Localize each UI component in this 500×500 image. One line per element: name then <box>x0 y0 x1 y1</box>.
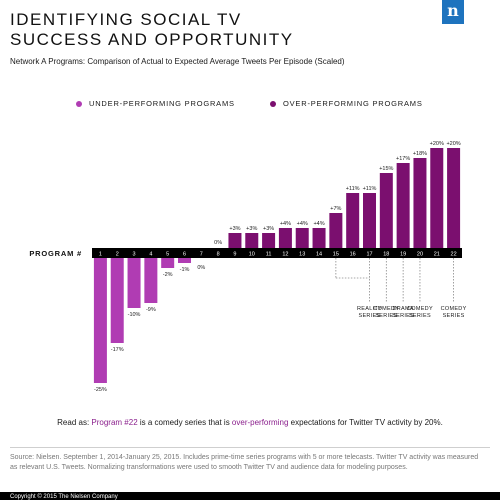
legend-item-under: UNDER-PERFORMING PROGRAMS <box>76 99 235 108</box>
value-label-21: +20% <box>430 141 444 147</box>
axis-label: PROGRAM # <box>29 249 82 258</box>
tick-label-16: 16 <box>350 252 356 258</box>
title-line-1: IDENTIFYING SOCIAL TV <box>10 10 242 29</box>
bar-chart: PROGRAM #1 2 3 4 5 6 7 8 9 10 11 12 13 14 15 16 17 18 19 20… <box>29 141 467 393</box>
annotation-sublabel-20: SERIES <box>409 313 431 319</box>
value-label-18: +15% <box>379 166 393 172</box>
legend-item-over: OVER-PERFORMING PROGRAMS <box>270 99 423 108</box>
value-label-9: +3% <box>229 226 240 232</box>
bar-program-15 <box>329 213 343 248</box>
value-label-3: -10% <box>128 312 141 318</box>
annotation-sublabel-18: SERIES <box>375 313 397 319</box>
read-as-middle: is a comedy series that is <box>137 418 232 427</box>
legend-dot-under <box>76 100 82 107</box>
footer-bar <box>0 492 500 500</box>
tick-label-5: 5 <box>166 252 169 258</box>
tick-label-2: 2 <box>116 252 119 258</box>
bar-program-16 <box>346 193 360 248</box>
program-axis <box>92 248 462 258</box>
tick-label-20: 20 <box>417 252 423 258</box>
bar-program-3 <box>127 258 141 308</box>
annotation-label-22: COMEDY <box>441 306 467 312</box>
value-label-19: +17% <box>396 156 410 162</box>
annotation-label-20: COMEDY <box>407 306 433 312</box>
value-label-12: +4% <box>280 221 291 227</box>
tick-label-11: 11 <box>266 252 272 258</box>
tick-label-18: 18 <box>383 252 389 258</box>
annotation-label-17: REALITY <box>357 306 382 312</box>
tick-label-15: 15 <box>333 252 339 258</box>
value-label-11: +3% <box>263 226 274 232</box>
source-note: Source: Nielsen. September 1, 2014-Janua… <box>10 454 479 471</box>
value-label-14: +4% <box>313 221 324 227</box>
copyright: Copyright © 2015 The Nielsen Company <box>10 494 118 500</box>
value-label-17: +11% <box>363 186 377 192</box>
tick-label-10: 10 <box>249 252 255 258</box>
tick-label-3: 3 <box>133 252 136 258</box>
tick-label-7: 7 <box>200 252 203 258</box>
value-label-1: -25% <box>94 387 107 393</box>
read-as-prefix: Read as: <box>57 418 92 427</box>
tick-label-19: 19 <box>400 252 406 258</box>
bar-program-19 <box>396 163 410 248</box>
tick-label-21: 21 <box>434 252 440 258</box>
divider <box>10 447 490 448</box>
bar-program-11 <box>262 233 276 248</box>
bar-program-6 <box>178 258 191 263</box>
legend-label-under: UNDER-PERFORMING PROGRAMS <box>89 99 235 108</box>
bar-program-17 <box>363 193 376 248</box>
value-label-2: -17% <box>111 347 124 353</box>
nielsen-logo: n <box>442 0 464 24</box>
tick-label-1: 1 <box>99 252 102 258</box>
read-as-performance: over-performing <box>231 418 289 427</box>
tick-label-8: 8 <box>217 252 220 258</box>
annotation-label-18: COMEDY <box>373 306 399 312</box>
value-label-16: +11% <box>346 186 360 192</box>
bar-program-4 <box>144 258 158 303</box>
annotation-sublabel-22: SERIES <box>443 313 465 319</box>
chart-legend: UNDER-PERFORMING PROGRAMS OVER-PERFORMIN… <box>76 99 436 113</box>
value-label-5: -2% <box>163 272 173 278</box>
chart-subtitle: Network A Programs: Comparison of Actual… <box>10 57 345 66</box>
page-title: IDENTIFYING SOCIAL TV SUCCESS AND OPPORT… <box>10 10 340 50</box>
tick-label-17: 17 <box>366 252 372 258</box>
annotation-label-19: DRAMA <box>392 306 413 312</box>
annotation-sublabel-17: SERIES <box>359 313 381 319</box>
legend-label-over: OVER-PERFORMING PROGRAMS <box>283 99 423 108</box>
value-label-13: +4% <box>297 221 308 227</box>
bar-program-5 <box>161 258 175 268</box>
value-label-15: +7% <box>330 206 341 212</box>
bar-program-18 <box>379 173 393 248</box>
bar-program-2 <box>110 258 124 343</box>
annotation-sublabel-19: SERIES <box>392 313 414 319</box>
bar-program-21 <box>430 148 444 248</box>
bar-program-10 <box>245 233 259 248</box>
value-label-20: +18% <box>413 151 427 157</box>
tick-label-9: 9 <box>233 252 236 258</box>
read-as-program: Program #22 <box>91 418 138 427</box>
tick-label-22: 22 <box>451 252 457 258</box>
value-label-22: +20% <box>446 141 460 147</box>
bar-program-1 <box>93 258 107 383</box>
bar-program-20 <box>413 158 427 248</box>
bar-program-22 <box>447 148 461 248</box>
read-as-note: Read as: Program #22 is a comedy series … <box>0 418 500 427</box>
bar-program-12 <box>278 228 292 248</box>
bar-program-14 <box>312 228 326 248</box>
value-label-10: +3% <box>246 226 257 232</box>
bar-program-9 <box>228 233 242 248</box>
value-label-4: -9% <box>146 307 156 313</box>
legend-dot-over <box>270 100 276 107</box>
tick-label-4: 4 <box>149 252 152 258</box>
tick-label-13: 13 <box>299 252 305 258</box>
tick-label-14: 14 <box>316 252 322 258</box>
bar-program-13 <box>295 228 309 248</box>
value-label-7: 0% <box>197 265 205 271</box>
value-label-8: 0% <box>214 240 222 246</box>
tick-label-6: 6 <box>183 252 186 258</box>
read-as-suffix: expectations for Twitter TV activity by … <box>288 418 443 427</box>
value-label-6: -1% <box>180 267 190 273</box>
title-line-2: SUCCESS AND OPPORTUNITY <box>10 30 294 49</box>
tick-label-12: 12 <box>282 252 288 258</box>
